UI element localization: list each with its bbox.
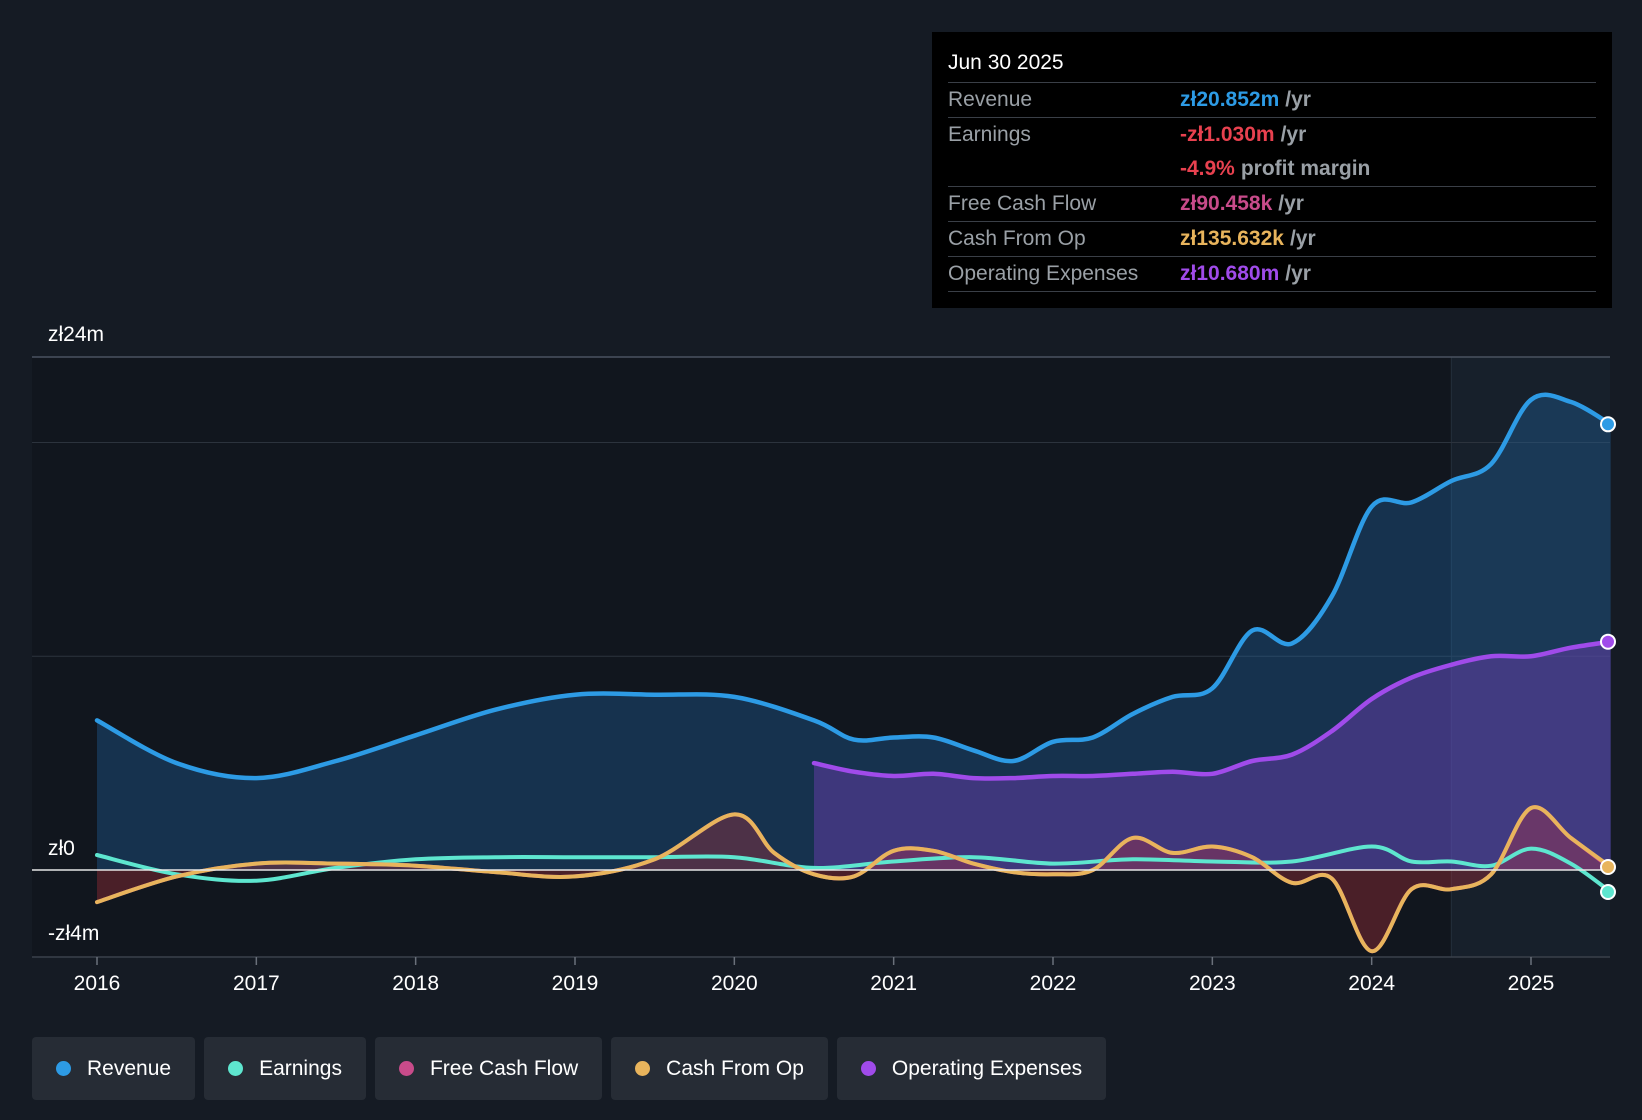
legend-dot-icon — [398, 1061, 414, 1076]
x-tick-label: 2017 — [233, 972, 280, 995]
tooltip-label: Earnings — [948, 123, 1031, 146]
tooltip-row-cash-from-op: Cash From Op zł135.632k /yr — [948, 221, 1596, 256]
series-area-revenue — [97, 394, 1611, 870]
tooltip-label: Operating Expenses — [948, 262, 1139, 285]
plot-background-rect — [32, 357, 1610, 957]
x-tick-label: 2016 — [74, 972, 121, 995]
x-tick-label: 2019 — [552, 972, 599, 995]
tooltip-row-free-cash-flow: Free Cash Flow zł90.458k /yr — [948, 186, 1596, 221]
x-tick-label: 2022 — [1030, 972, 1077, 995]
end-marker-cash-from-op — [1600, 859, 1616, 876]
legend-dot-icon — [635, 1061, 651, 1076]
tooltip-unit: profit margin — [1240, 157, 1371, 180]
tooltip-unit: /yr — [1280, 123, 1307, 146]
legend-label: Revenue — [87, 1056, 172, 1080]
y-tick-label-bottom: -zł4m — [48, 922, 99, 945]
end-marker-earnings — [1600, 884, 1616, 901]
series-line-operating-expenses — [811, 639, 1613, 781]
tooltip-value: zł20.852m — [1180, 88, 1280, 111]
y-tick-label-top: zł24m — [48, 323, 104, 346]
tooltip-row-profit-margin: -4.9% profit margin — [948, 152, 1596, 186]
x-tick-label: 2024 — [1348, 972, 1395, 995]
legend-dot-icon — [56, 1061, 71, 1076]
tooltip-unit: /yr — [1285, 88, 1311, 111]
tooltip-label: Cash From Op — [948, 227, 1086, 250]
legend-label: Cash From Op — [666, 1056, 804, 1080]
tooltip-date: Jun 30 2025 — [948, 51, 1064, 74]
legend-item-cash-from-op[interactable]: Cash From Op — [611, 1037, 828, 1100]
plot-background — [32, 357, 1610, 957]
tooltip-value: -zł1.030m — [1180, 123, 1275, 146]
legend-item-revenue[interactable]: Revenue — [32, 1037, 196, 1100]
tooltip-value: zł135.632k — [1180, 227, 1284, 250]
end-marker-revenue — [1600, 416, 1616, 433]
end-marker-operating-expenses — [1600, 633, 1616, 650]
tooltip-value: zł90.458k — [1180, 192, 1273, 215]
tooltip-label — [948, 152, 1180, 186]
legend-label: Earnings — [259, 1056, 342, 1080]
y-tick-label-zero: zł0 — [48, 837, 75, 860]
x-tick-label: 2021 — [870, 972, 917, 995]
legend: Revenue Earnings Free Cash Flow Cash Fro… — [32, 1037, 1107, 1100]
gridlines — [32, 356, 1610, 958]
tooltip-unit: /yr — [1289, 227, 1316, 250]
tooltip-row-revenue: Revenue zł20.852m /yr — [948, 82, 1596, 117]
series-line-revenue — [94, 392, 1613, 781]
x-axis-ticks: 2016 2017 2018 2019 2020 2021 2022 2023 2024 2025 — [74, 957, 1555, 995]
x-tick-label: 2025 — [1508, 972, 1555, 995]
legend-label: Free Cash Flow — [429, 1056, 579, 1080]
series-area-operating-expenses — [814, 641, 1611, 870]
tooltip-panel: Jun 30 2025 Revenue zł20.852m /yr Earnin… — [932, 32, 1612, 308]
tooltip-unit: /yr — [1278, 192, 1304, 215]
tooltip-label: Revenue — [948, 88, 1033, 111]
x-tick-label: 2020 — [711, 972, 758, 995]
legend-item-free-cash-flow[interactable]: Free Cash Flow — [374, 1037, 603, 1100]
tooltip-row-operating-expenses: Operating Expenses zł10.680m /yr — [948, 256, 1596, 292]
legend-dot-icon — [228, 1061, 244, 1076]
tooltip-label: Free Cash Flow — [948, 192, 1097, 215]
tooltip-unit: /yr — [1285, 262, 1311, 285]
legend-item-earnings[interactable]: Earnings — [204, 1037, 366, 1100]
legend-dot-icon — [860, 1061, 876, 1076]
tooltip-value: zł10.680m — [1180, 262, 1280, 285]
tooltip-value: -4.9% — [1180, 157, 1235, 180]
end-markers — [1600, 416, 1616, 901]
tooltip-row-earnings: Earnings -zł1.030m /yr — [948, 117, 1596, 152]
legend-item-operating-expenses[interactable]: Operating Expenses — [836, 1037, 1107, 1100]
x-tick-label: 2018 — [392, 972, 439, 995]
legend-label: Operating Expenses — [891, 1056, 1083, 1080]
x-tick-label: 2023 — [1189, 972, 1236, 995]
